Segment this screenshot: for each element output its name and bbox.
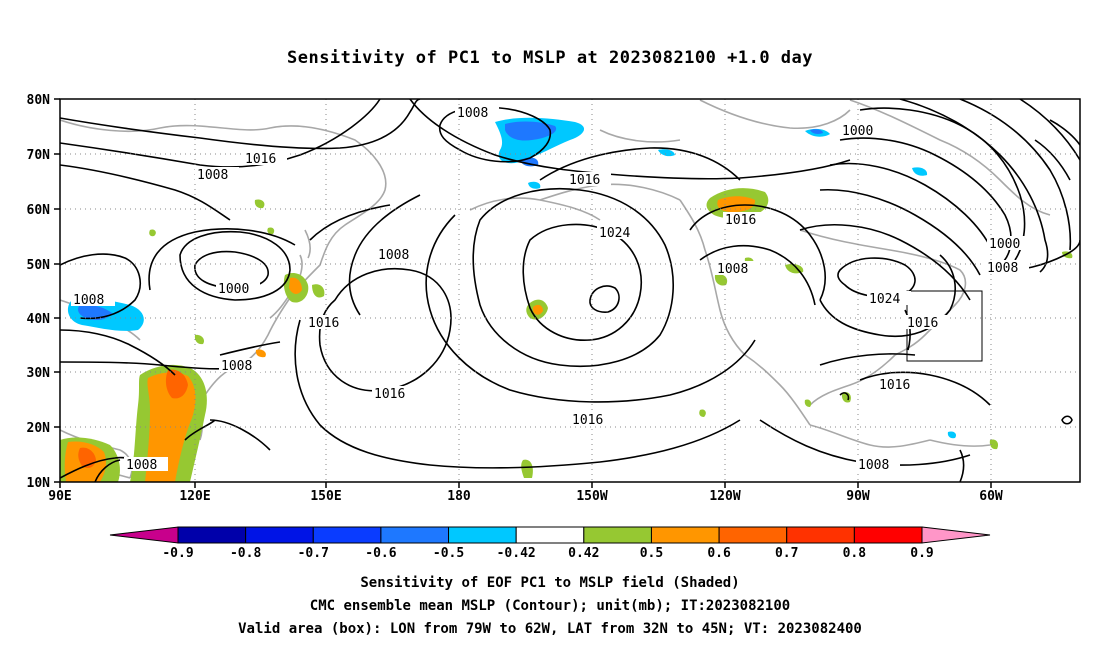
mslp-contours [60,99,1080,482]
contour-label: 1016 [725,213,756,228]
colorbar-segment [853,526,923,544]
lon-tick-label: 90E [48,489,71,504]
colorbar-segment [312,526,382,544]
lon-tick-label: 120E [179,489,210,504]
lat-tick-label: 80N [27,93,51,108]
lat-tick-label: 10N [27,476,51,491]
contour-label: 1000 [218,282,249,297]
contour-labels: 1008 1000 1016 1008 1008 1000 1008 1016 … [71,105,1031,473]
contour-label: 1000 [842,124,873,139]
lon-tick-label: 60W [979,489,1003,504]
colorbar-segment [718,526,788,544]
colorbar-segment [515,526,585,544]
colorbar-segment [448,526,517,544]
contour-label: 1008 [73,293,104,308]
colorbar-segment [650,526,720,544]
lat-tick-label: 40N [27,312,51,327]
contour-label: 1008 [221,359,252,374]
colorbar: -0.9 -0.8 -0.7 -0.6 -0.5 -0.42 0.42 0.5 0.6 0.7 0.… [109,526,991,561]
colorbar-segment [921,526,991,544]
contour-label: 1008 [717,262,748,277]
lat-tick-label: 60N [27,203,51,218]
caption-contour: CMC ensemble mean MSLP (Contour); unit(m… [309,598,791,614]
colorbar-segment [380,526,450,544]
colorbar-segment [786,526,855,544]
contour-label: 1016 [879,378,910,393]
colorbar-label: -0.6 [365,546,396,561]
colorbar-label: 0.7 [775,546,798,561]
colorbar-segment [177,526,247,544]
contour-label: 1016 [245,152,276,167]
colorbar-label: -0.8 [230,546,261,561]
colorbar-segment [583,526,652,544]
colorbar-label: -0.5 [433,546,464,561]
lon-tick-label: 90W [846,489,870,504]
lon-tick-label: 120W [709,489,740,504]
contour-label: 1016 [907,316,938,331]
lat-tick-label: 20N [27,421,51,436]
lon-tick-labels: 90E 120E 150E 180 150W 120W 90W 60W [48,489,1003,504]
lat-tick-label: 50N [27,258,51,273]
contour-label: 1008 [126,458,157,473]
contour-label: 1008 [858,458,889,473]
caption-valid-area: Valid area (box): LON from 79W to 62W, L… [238,621,862,637]
lat-tick-label: 70N [27,148,51,163]
colorbar-label: 0.42 [568,546,599,561]
caption-shaded: Sensitivity of EOF PC1 to MSLP field (Sh… [360,575,740,591]
colorbar-label: 0.9 [910,546,933,561]
contour-label: 1024 [599,226,630,241]
contour-label: 1016 [569,173,600,188]
tick-marks [54,98,992,488]
contour-label: 1016 [572,413,603,428]
colorbar-label: -0.42 [497,546,536,561]
lat-tick-label: 30N [27,366,51,381]
colorbar-label: 0.8 [843,546,867,561]
contour-label: 1016 [374,387,405,402]
colorbar-segment [245,526,314,544]
lat-tick-labels: 80N 70N 60N 50N 40N 30N 20N 10N [27,93,51,491]
plot-frame [59,98,1081,483]
lon-tick-label: 150E [310,489,341,504]
colorbar-segment [109,526,179,544]
contour-label: 1024 [869,292,900,307]
colorbar-label: -0.7 [298,546,329,561]
contour-label: 1008 [987,261,1018,276]
lon-tick-label: 150W [576,489,607,504]
contour-label: 1008 [378,248,409,263]
contour-label: 1000 [989,237,1020,252]
lon-tick-label: 180 [447,489,471,504]
colorbar-label: -0.9 [162,546,193,561]
contour-label: 1016 [308,316,339,331]
colorbar-label: 0.5 [640,546,663,561]
colorbar-label: 0.6 [707,546,731,561]
contour-label: 1008 [197,168,228,183]
contour-label: 1008 [457,106,488,121]
chart-title: Sensitivity of PC1 to MSLP at 2023082100… [286,48,813,68]
